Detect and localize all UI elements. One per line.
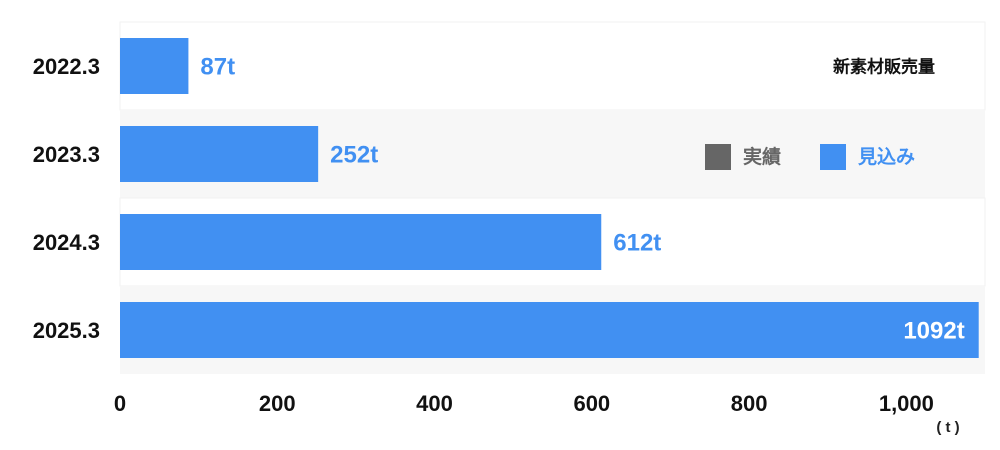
x-tick-label: 1,000 (879, 391, 934, 416)
chart-title: 新素材販売量 (833, 56, 935, 76)
x-tick-label: 0 (114, 391, 126, 416)
bar (120, 126, 319, 182)
x-tick-label: 600 (573, 391, 610, 416)
x-tick-label: 200 (259, 391, 296, 416)
x-tick-label: 800 (731, 391, 768, 416)
legend-label: 実績 (743, 145, 781, 168)
legend-swatch (705, 144, 731, 170)
bar (120, 302, 979, 358)
x-axis-unit: ( t ) (936, 419, 959, 436)
value-label: 612t (613, 229, 661, 256)
bar (120, 214, 602, 270)
value-label: 87t (200, 53, 235, 80)
bar (120, 38, 189, 94)
value-label: 1092t (903, 317, 964, 344)
y-tick-label: 2023.3 (33, 142, 100, 167)
legend-label: 見込み (858, 146, 915, 168)
y-tick-label: 2025.3 (33, 318, 100, 343)
row-background (119, 21, 986, 111)
value-label: 252t (330, 141, 378, 168)
y-tick-label: 2022.3 (33, 54, 100, 79)
x-tick-label: 400 (416, 391, 453, 416)
y-tick-label: 2024.3 (33, 230, 100, 255)
legend-swatch (820, 144, 846, 170)
